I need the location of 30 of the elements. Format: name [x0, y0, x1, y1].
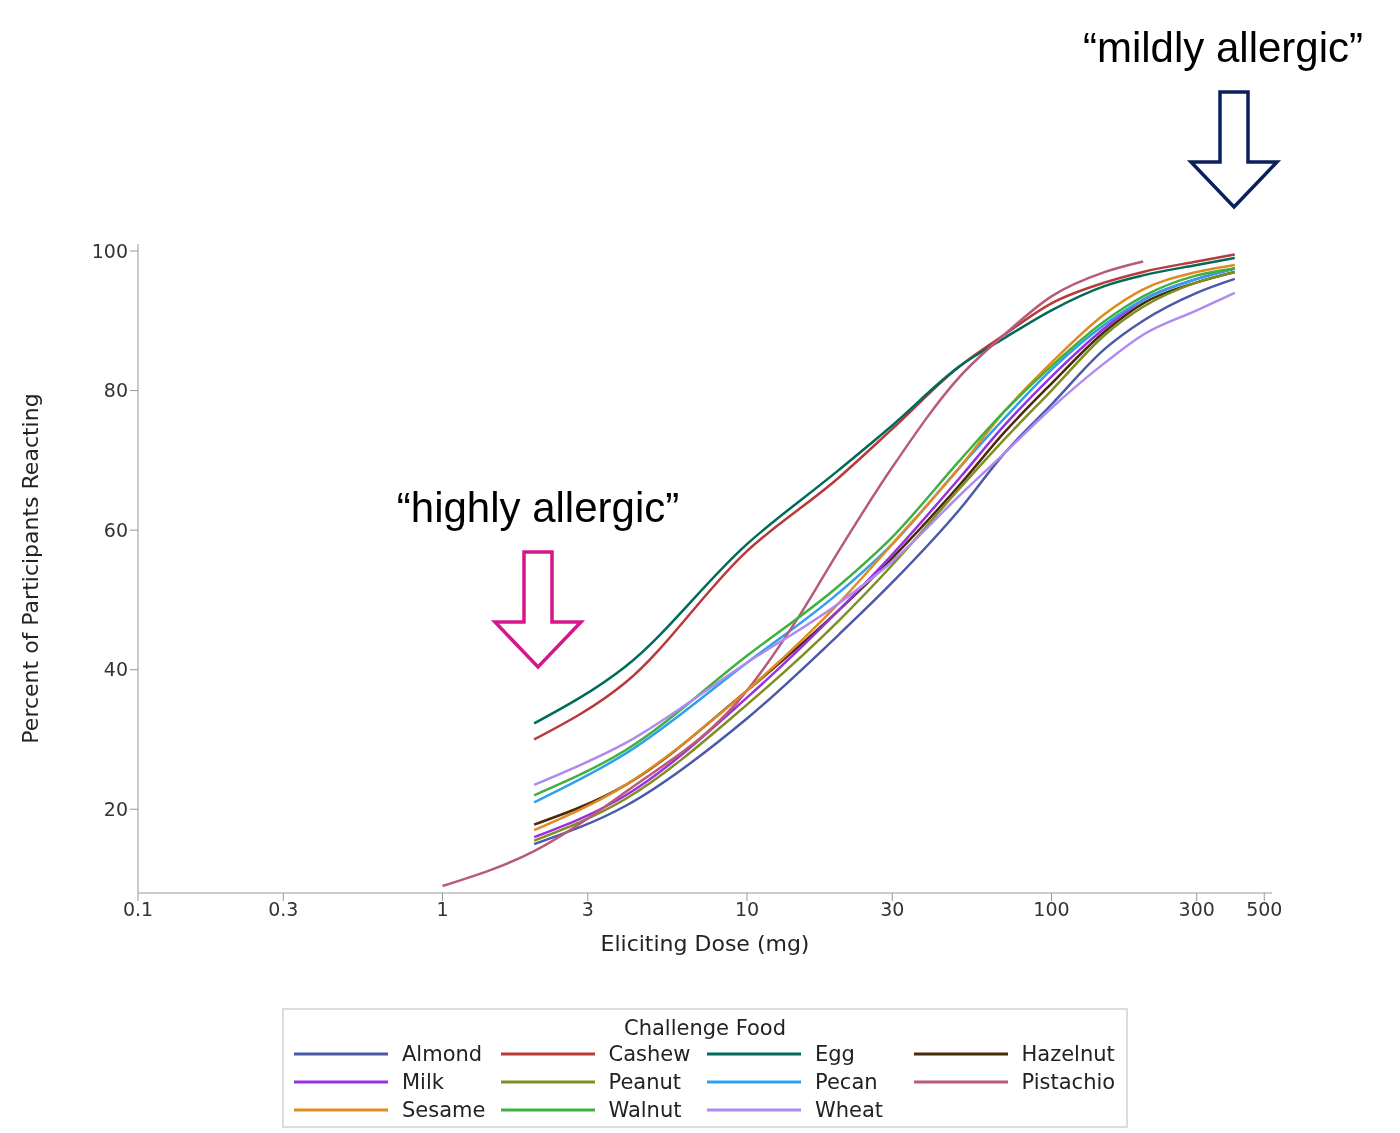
legend-label: Walnut [608, 1098, 682, 1122]
x-tick-label: 30 [880, 898, 905, 921]
legend-label: Milk [402, 1070, 444, 1094]
y-tick-label: 60 [103, 518, 128, 541]
legend-label: Almond [402, 1042, 483, 1066]
x-tick-label: 100 [1033, 898, 1070, 921]
y-tick-label: 80 [103, 379, 128, 402]
legend-label: Pecan [815, 1070, 878, 1094]
x-axis-title: Eliciting Dose (mg) [600, 931, 810, 956]
y-axis-title: Percent of Participants Reacting [17, 393, 43, 744]
text: “mildly allergic” [1082, 24, 1364, 71]
x-tick-label: 1 [436, 898, 449, 921]
legend-label: Cashew [608, 1042, 691, 1066]
legend-label: Sesame [402, 1098, 486, 1122]
legend-label: Hazelnut [1021, 1042, 1115, 1066]
x-tick-label: 0.3 [268, 898, 299, 921]
x-tick-label: 500 [1246, 898, 1283, 921]
x-tick-label: 300 [1178, 898, 1215, 921]
x-tick-label: 0.1 [122, 898, 154, 921]
legend-title: Challenge Food [623, 1016, 787, 1040]
legend-label: Peanut [608, 1070, 682, 1094]
y-tick-label: 40 [103, 658, 128, 681]
x-tick-label: 3 [581, 898, 594, 921]
legend-label: Pistachio [1021, 1070, 1116, 1094]
legend-label: Wheat [815, 1098, 884, 1122]
x-tick-label: 10 [734, 898, 760, 921]
legend-label: Egg [815, 1042, 855, 1066]
y-tick-label: 100 [91, 239, 128, 262]
y-tick-label: 20 [103, 798, 128, 820]
annotation: “highly allergic” [396, 484, 680, 531]
